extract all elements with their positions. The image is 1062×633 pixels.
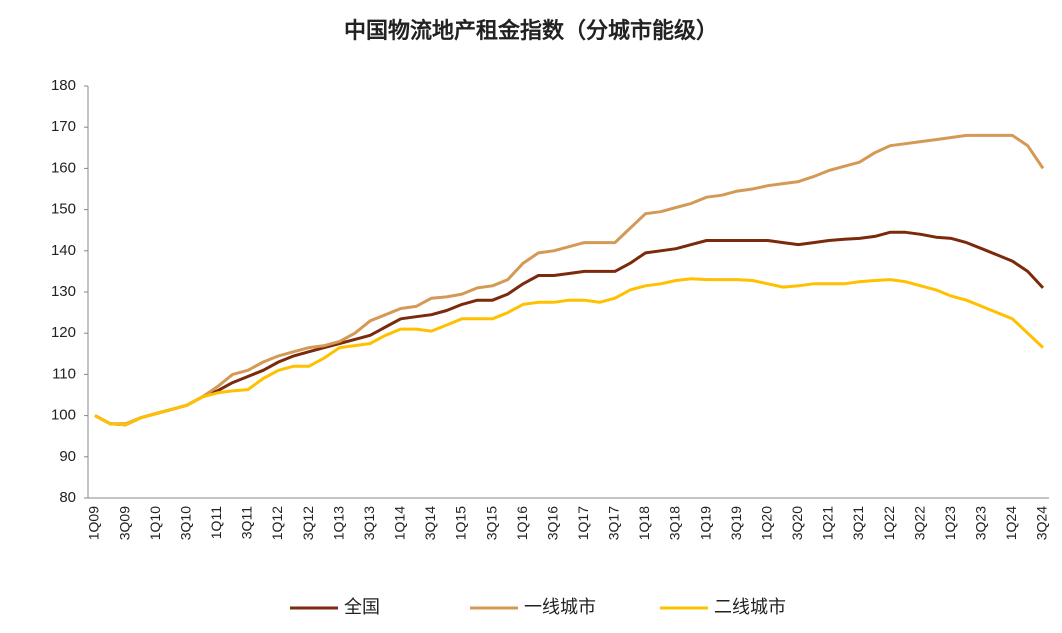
x-tick-label: 3Q18 xyxy=(667,506,683,540)
x-tick-label: 3Q16 xyxy=(544,506,560,540)
x-tick-label: 3Q10 xyxy=(177,506,193,540)
x-tick-label: 1Q23 xyxy=(942,506,958,540)
y-tick-label: 160 xyxy=(51,159,76,176)
series-line xyxy=(94,133,1045,426)
x-tick-label: 1Q20 xyxy=(758,506,774,540)
y-tick-label: 90 xyxy=(59,448,76,465)
y-tick-label: 140 xyxy=(51,242,76,259)
legend-label: 二线城市 xyxy=(714,597,786,617)
chart-title: 中国物流地产租金指数（分城市能级） xyxy=(344,18,718,43)
x-tick-label: 1Q19 xyxy=(697,506,713,540)
x-tick-label: 3Q14 xyxy=(422,506,438,540)
x-tick-label: 1Q21 xyxy=(820,506,836,540)
y-tick-label: 100 xyxy=(51,407,76,424)
x-tick-label: 3Q17 xyxy=(606,506,622,540)
x-tick-label: 1Q16 xyxy=(514,506,530,540)
x-tick-label: 3Q13 xyxy=(361,506,377,540)
series-line xyxy=(94,230,1045,427)
x-tick-label: 1Q14 xyxy=(392,506,408,540)
x-tick-label: 1Q18 xyxy=(636,506,652,540)
x-tick-label: 3Q20 xyxy=(789,506,805,540)
x-tick-label: 3Q23 xyxy=(973,506,989,540)
x-tick-label: 1Q17 xyxy=(575,506,591,540)
y-tick-label: 120 xyxy=(51,324,76,341)
x-tick-label: 3Q21 xyxy=(850,506,866,540)
x-tick-label: 1Q11 xyxy=(208,506,224,539)
x-tick-label: 1Q10 xyxy=(147,506,163,540)
y-tick-label: 170 xyxy=(51,118,76,135)
x-tick-label: 3Q19 xyxy=(728,506,744,540)
y-tick-label: 110 xyxy=(52,365,76,382)
legend-label: 全国 xyxy=(344,597,380,617)
y-tick-label: 80 xyxy=(59,489,76,506)
x-tick-label: 1Q24 xyxy=(1003,506,1019,540)
x-tick-label: 3Q24 xyxy=(1034,506,1050,540)
x-tick-label: 3Q22 xyxy=(911,506,927,540)
x-tick-label: 1Q13 xyxy=(330,506,346,540)
y-tick-label: 180 xyxy=(51,77,76,94)
x-tick-label: 1Q15 xyxy=(453,506,469,540)
y-tick-label: 130 xyxy=(51,283,76,300)
x-tick-label: 3Q15 xyxy=(483,506,499,540)
y-tick-label: 150 xyxy=(51,201,76,218)
x-tick-label: 3Q11 xyxy=(239,506,255,539)
series-line xyxy=(94,277,1045,427)
x-tick-label: 1Q22 xyxy=(881,506,897,540)
x-tick-label: 1Q12 xyxy=(269,506,285,540)
legend-label: 一线城市 xyxy=(524,597,596,617)
x-tick-label: 1Q09 xyxy=(86,506,102,540)
x-tick-label: 3Q12 xyxy=(300,506,316,540)
x-tick-label: 3Q09 xyxy=(116,506,132,540)
